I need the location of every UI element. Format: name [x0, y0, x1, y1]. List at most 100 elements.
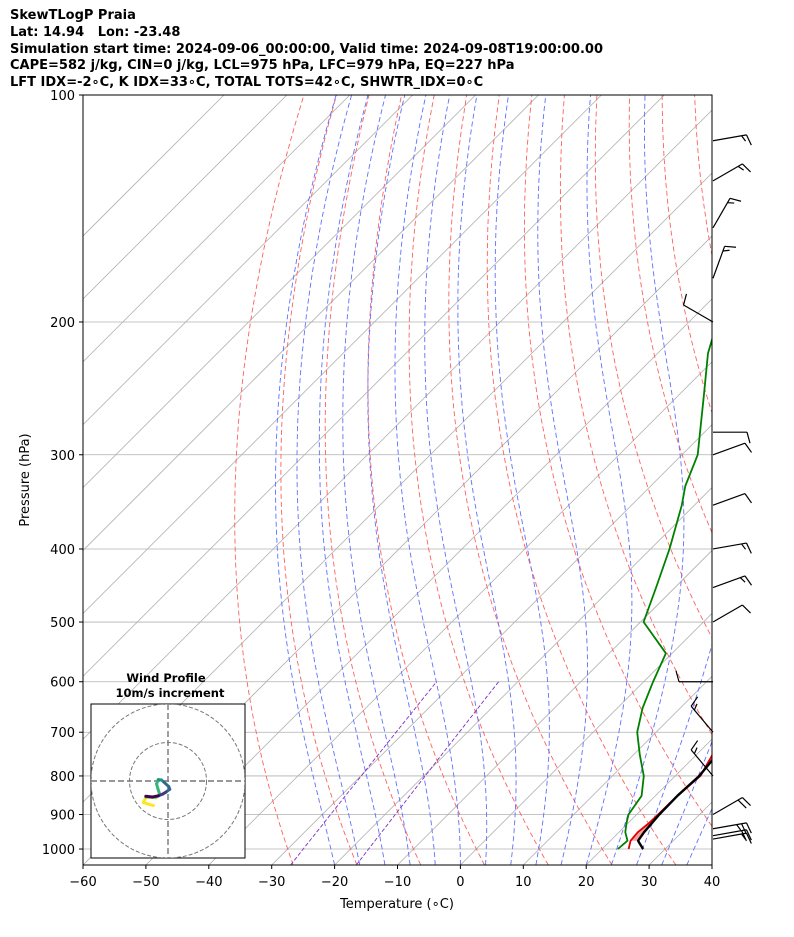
axis-ticks: −60 −50 −40 −30 −20 −10 0 10 20 30 40 100 200 300 400 5… — [42, 89, 720, 890]
wind-barb-staff — [712, 829, 747, 837]
wind-barb — [713, 431, 751, 444]
wind-barb-staff — [712, 246, 726, 279]
dry-adiabat — [408, 95, 549, 865]
background-lines — [83, 95, 794, 865]
x-tick-label: −60 — [69, 875, 96, 890]
x-tick-label: −30 — [258, 875, 285, 890]
wind-barb-staff — [712, 604, 743, 623]
isotherm-line — [585, 738, 712, 865]
moist-adiabat — [424, 95, 488, 865]
moist-adiabat — [367, 95, 436, 865]
wind-barb — [712, 163, 751, 182]
wind-barb-staff — [712, 442, 746, 456]
wind-barb-flag — [724, 245, 737, 248]
isotherm-line — [83, 95, 351, 363]
wind-barb — [675, 670, 713, 683]
mixing-ratio-line — [290, 681, 437, 865]
moist-adiabat — [318, 95, 386, 865]
dry-adiabat — [448, 95, 613, 865]
wind-barb-staff — [712, 575, 746, 589]
wind-barb-flag — [745, 832, 752, 844]
y-tick-label: 600 — [50, 676, 75, 691]
dry-adiabat — [367, 95, 485, 865]
hodograph-segment — [144, 794, 154, 799]
indices-line-1: CAPE=582 j/kg, CIN=0 j/kg, LCL=975 hPa, … — [10, 58, 515, 74]
isotherm-line — [83, 109, 712, 740]
wind-barb-flag — [741, 543, 747, 550]
y-tick-label: 200 — [50, 316, 75, 331]
y-axis-label: Pressure (hPa) — [18, 433, 33, 526]
moist-adiabat — [711, 863, 712, 865]
wind-barb-flag — [744, 493, 753, 504]
x-tick-label: −40 — [195, 875, 222, 890]
wind-barb-staff — [712, 134, 747, 142]
mixing-ratio-line — [355, 681, 499, 865]
dry-adiabat — [324, 95, 422, 865]
isotherm-line — [775, 95, 794, 865]
chart-header: SkewTLogP Praia Lat: 14.94 Lon: -23.48 S… — [10, 8, 603, 92]
wind-barb — [712, 493, 753, 506]
wind-barb — [712, 134, 752, 146]
x-tick-label: 20 — [578, 875, 595, 890]
x-tick-label: 10 — [515, 875, 532, 890]
moist-adiabat — [636, 642, 712, 865]
y-tick-label: 500 — [50, 616, 75, 631]
wind-barb-staff — [712, 797, 743, 816]
isotherm-line — [208, 361, 712, 865]
wind-barb — [712, 575, 753, 589]
moist-adiabat — [394, 95, 461, 865]
x-tick-label: −10 — [384, 875, 411, 890]
dry-adiabat — [234, 95, 305, 865]
wind-barb-flag — [742, 797, 751, 806]
location-line: Lat: 14.94 Lon: -23.48 — [10, 24, 181, 40]
wind-barb-flag — [741, 823, 747, 835]
parcel-line — [636, 758, 712, 850]
wind-barb-staff — [712, 163, 743, 182]
hodograph-subtitle: 10m/s increment — [116, 686, 225, 700]
wind-barb-flag — [690, 740, 699, 751]
isotherm-line — [83, 95, 413, 426]
isotherm-line — [523, 675, 712, 865]
y-tick-label: 400 — [50, 543, 75, 558]
profile-lines — [617, 336, 712, 850]
isotherm-line — [271, 424, 712, 865]
isotherm-line — [145, 298, 712, 865]
isotherm-line — [83, 95, 539, 552]
isotherm-line — [83, 95, 476, 489]
moist-adiabat — [537, 95, 588, 865]
hodograph-title: Wind Profile — [126, 671, 206, 685]
wind-barb-flag — [741, 135, 747, 142]
wind-barb-staff — [683, 304, 714, 323]
dry-adiabat — [280, 95, 358, 865]
x-tick-label: 30 — [641, 875, 658, 890]
wind-barb — [682, 293, 714, 323]
indices-line-2: LFT IDX=-2∘C, K IDX=33∘C, TOTAL TOTS=42∘… — [10, 75, 484, 91]
wind-barb-flag — [745, 829, 752, 841]
dry-adiabat — [523, 95, 712, 828]
wind-barb — [712, 197, 742, 229]
isotherm-line — [83, 95, 288, 300]
dry-adiabat — [594, 95, 712, 639]
wind-barb-flag — [746, 432, 751, 444]
y-tick-label: 900 — [50, 809, 75, 824]
wind-barb-flag — [742, 604, 751, 614]
wind-barb-staff — [690, 705, 714, 733]
moist-adiabat — [296, 95, 361, 865]
y-tick-label: 100 — [50, 89, 75, 104]
dry-adiabat — [661, 95, 712, 415]
wind-barb — [712, 245, 737, 279]
isotherm-line — [83, 95, 225, 237]
wind-barb-flag — [741, 830, 747, 842]
dry-adiabat — [694, 95, 712, 258]
isotherm-line — [648, 801, 712, 865]
x-tick-label: 0 — [456, 875, 464, 890]
x-tick-label: −20 — [321, 875, 348, 890]
wind-barb-staff — [690, 749, 714, 777]
wind-barb-flag — [690, 696, 699, 707]
isotherm-line — [460, 612, 712, 865]
dry-adiabat — [486, 95, 677, 865]
wind-barb-flag — [722, 249, 730, 252]
wind-barb-flag — [745, 822, 752, 834]
wind-barb-staff — [712, 542, 747, 550]
